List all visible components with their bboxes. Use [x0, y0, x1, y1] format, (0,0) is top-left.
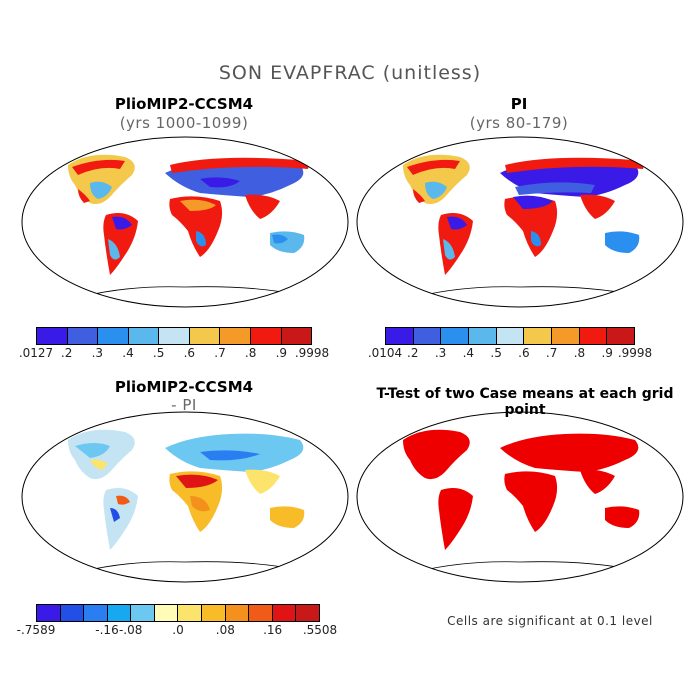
colorbar-difference-swatch: [131, 605, 155, 621]
panel-title-top-right: PI: [510, 95, 528, 113]
colorbar-difference-swatch: [37, 605, 61, 621]
colorbar-pi-swatch: [496, 328, 525, 344]
colorbar-pliomip2-tick-label: .9: [275, 346, 288, 360]
colorbar-pliomip2-swatch: [128, 328, 160, 344]
colorbar-pi-tick-label: .6: [518, 346, 530, 360]
colorbar-difference-tick-label: -.08: [118, 623, 143, 637]
colorbar-pi-swatch: [552, 328, 580, 344]
colorbar-difference-tick-label: .5508: [302, 623, 338, 637]
colorbar-pi-swatch: [579, 328, 608, 344]
colorbar-pliomip2-tick-label: .7: [214, 346, 226, 360]
colorbar-pliomip2-swatch: [98, 328, 129, 344]
colorbar-difference-tick-label: .16: [263, 623, 283, 637]
colorbar-pliomip2-swatch: [159, 328, 190, 344]
colorbar-pi-tick-label: .4: [462, 346, 475, 360]
colorbar-pliomip2-tick-label: .6: [183, 346, 196, 360]
colorbar-pliomip2-tick-label: .0127: [18, 346, 54, 360]
map-difference: [21, 411, 349, 583]
colorbar-pi-tick-label: .7: [545, 346, 558, 360]
colorbar-pi-swatch: [524, 328, 553, 344]
colorbar-pliomip2-swatch: [250, 328, 282, 344]
colorbar-pliomip2-swatch: [37, 328, 68, 344]
colorbar-pliomip2-tick-label: .2: [60, 346, 73, 360]
colorbar-pliomip2-swatch: [220, 328, 251, 344]
colorbar-pi-swatch: [386, 328, 414, 344]
map-pliomip2: [21, 136, 349, 308]
colorbar-pi-tick-label: .2: [407, 346, 419, 360]
colorbar-difference-tick-label: .08: [215, 623, 235, 637]
colorbar-pliomip2-swatch: [281, 328, 312, 344]
colorbar-difference-tick-label: -.7589: [16, 623, 56, 637]
panel-title-top-left: PlioMIP2-CCSM4: [114, 95, 254, 113]
colorbar-difference-swatch: [225, 605, 250, 621]
colorbar-pliomip2-tick-label: .4: [122, 346, 134, 360]
figure-title: SON EVAPFRAC (unitless): [218, 62, 482, 84]
colorbar-pi-tick-label: .0104: [367, 346, 403, 360]
colorbar-pi-tick-label: .9998: [617, 346, 653, 360]
colorbar-difference-tick-label: -.16: [95, 623, 119, 637]
colorbar-pi-tick-label: .5: [490, 346, 502, 360]
colorbar-pliomip2-tick-label: .8: [244, 346, 257, 360]
colorbar-difference: [36, 604, 320, 622]
colorbar-pi: [385, 327, 635, 345]
panel-title-bottom-left: PlioMIP2-CCSM4: [114, 378, 254, 396]
map-ttest: [356, 411, 684, 583]
significance-note: Cells are significant at 0.1 level: [447, 614, 653, 628]
colorbar-pliomip2-swatch: [67, 328, 99, 344]
colorbar-pi-tick-label: .8: [573, 346, 586, 360]
colorbar-pliomip2-tick-label: .5: [152, 346, 165, 360]
colorbar-pi-tick-label: .9: [601, 346, 613, 360]
colorbar-pliomip2-swatch: [189, 328, 221, 344]
colorbar-difference-swatch: [107, 605, 132, 621]
colorbar-pliomip2: [36, 327, 312, 345]
panel-subtitle-top-right: (yrs 80-179): [469, 114, 569, 132]
panel-subtitle-bottom-left: - PI: [171, 396, 197, 414]
colorbar-pi-tick-label: .3: [434, 346, 447, 360]
colorbar-pliomip2-tick-label: .9998: [294, 346, 330, 360]
colorbar-pliomip2-tick-label: .3: [91, 346, 104, 360]
colorbar-pi-swatch: [607, 328, 635, 344]
colorbar-difference-swatch: [154, 605, 179, 621]
map-pi: [356, 136, 684, 308]
panel-subtitle-top-left: (yrs 1000-1099): [119, 114, 249, 132]
colorbar-difference-swatch: [249, 605, 273, 621]
colorbar-difference-swatch: [202, 605, 226, 621]
colorbar-difference-swatch: [60, 605, 85, 621]
colorbar-pi-swatch: [413, 328, 442, 344]
colorbar-difference-tick-label: .0: [172, 623, 184, 637]
colorbar-pi-labels: .0104 .2 .3 .4 .5 .6 .7 .8 .9 .9998: [368, 346, 652, 360]
panel-title-bottom-right: T-Test of two Case means at each grid po…: [376, 386, 674, 418]
colorbar-difference-swatch: [178, 605, 203, 621]
colorbar-difference-labels: -.7589 -.16 -.08 .0 .08 .16 .5508: [17, 623, 338, 637]
colorbar-pliomip2-labels: .0127 .2 .3 .4 .5 .6 .7 .8 .9 .9998: [19, 346, 329, 360]
colorbar-difference-swatch: [84, 605, 108, 621]
colorbar-pi-swatch: [441, 328, 470, 344]
colorbar-difference-swatch: [272, 605, 297, 621]
colorbar-pi-swatch: [469, 328, 497, 344]
colorbar-difference-swatch: [296, 605, 319, 621]
